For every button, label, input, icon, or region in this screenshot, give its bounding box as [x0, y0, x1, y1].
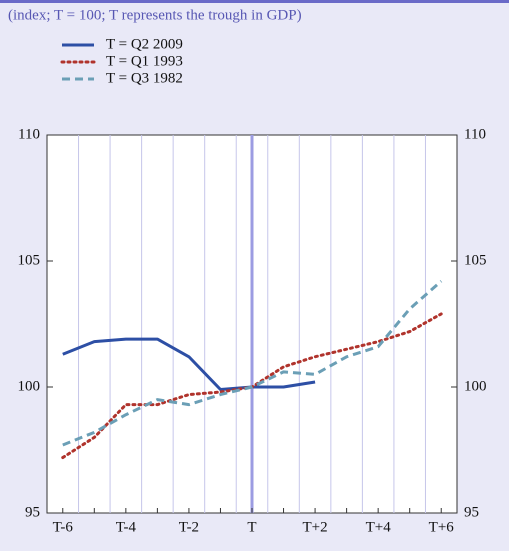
- x-tick-label: T-6: [53, 519, 74, 535]
- legend-label: T = Q2 2009: [106, 36, 183, 52]
- y2-tick-label: 95: [464, 504, 479, 520]
- y-tick-label: 95: [25, 504, 40, 520]
- top-rule: [0, 0, 509, 3]
- y-tick-label: 105: [18, 252, 41, 268]
- x-tick-label: T+6: [429, 519, 455, 535]
- y-tick-label: 110: [18, 126, 40, 142]
- y2-tick-label: 110: [464, 126, 486, 142]
- series-line: [62, 337, 316, 392]
- x-tick-label: T+4: [366, 519, 392, 535]
- legend-label: T = Q1 1993: [106, 53, 183, 69]
- chart-subtitle: (index; T = 100; T represents the trough…: [8, 7, 302, 23]
- legend-label: T = Q3 1982: [106, 70, 183, 86]
- y2-tick-label: 100: [464, 378, 487, 394]
- y2-tick-label: 105: [464, 252, 487, 268]
- x-tick-label: T: [247, 519, 256, 535]
- x-tick-label: T-4: [116, 519, 137, 535]
- series-line: [62, 280, 443, 447]
- y-tick-label: 100: [18, 378, 41, 394]
- x-tick-label: T-2: [179, 519, 199, 535]
- x-tick-label: T+2: [303, 519, 328, 535]
